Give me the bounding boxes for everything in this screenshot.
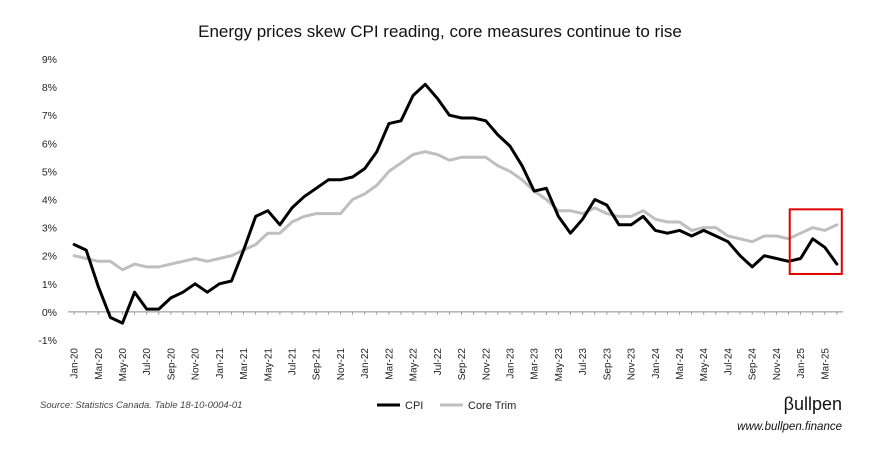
x-tick-label: Jan-23 xyxy=(505,348,516,379)
x-tick-label: Sep-20 xyxy=(166,348,177,381)
y-tick-label: 8% xyxy=(42,82,57,94)
x-tick-label: Mar-22 xyxy=(384,348,395,380)
x-tick-label: Mar-20 xyxy=(94,348,105,380)
x-tick-label: Sep-23 xyxy=(602,348,613,381)
x-tick-label: Mar-23 xyxy=(530,348,541,380)
brand-logo: βullpen xyxy=(784,394,842,414)
x-tick-label: May-21 xyxy=(263,348,274,382)
x-tick-label: Mar-25 xyxy=(820,348,831,380)
chart-title: Energy prices skew CPI reading, core mea… xyxy=(198,22,682,41)
x-axis: Jan-20 Mar-20 May-20 Jul-20 Sep-20 Nov-20 Jan-… xyxy=(68,311,843,382)
x-tick-label: May-24 xyxy=(699,348,710,382)
x-tick-label: May-23 xyxy=(554,348,565,382)
x-tick-label: Nov-21 xyxy=(336,348,347,381)
x-tick-label: Sep-21 xyxy=(312,348,323,381)
highlight-box xyxy=(788,208,843,275)
highlight-layer xyxy=(788,208,843,275)
y-tick-label: 2% xyxy=(42,251,57,263)
brand-url: www.bullpen.finance xyxy=(737,421,842,433)
y-tick-label: 6% xyxy=(42,138,57,150)
x-tick-label: Jan-21 xyxy=(215,348,226,379)
x-tick-label: Jan-24 xyxy=(651,348,662,379)
x-tick-label: Jul-23 xyxy=(578,348,589,376)
y-tick-label: 5% xyxy=(42,166,57,178)
y-tick-label: -1% xyxy=(38,335,57,347)
x-tick-label: Mar-21 xyxy=(239,348,250,380)
x-tick-label: Jan-25 xyxy=(796,348,807,379)
x-tick-label: Jul-20 xyxy=(142,348,153,376)
source-note: Source: Statistics Canada. Table 18-10-0… xyxy=(40,400,242,411)
x-tick-label: Jan-20 xyxy=(70,348,81,379)
x-tick-label: Nov-20 xyxy=(191,348,202,381)
y-tick-label: 0% xyxy=(42,307,57,319)
x-tick-label: Sep-24 xyxy=(748,348,759,381)
x-tick-label: Jul-21 xyxy=(288,348,299,376)
y-axis: -1% 0% 1% 2% 3% 4% 5% 6% 7% 8% 9% xyxy=(38,54,57,347)
x-tick-label: Nov-22 xyxy=(481,348,492,381)
legend: CPI Core Trim xyxy=(377,400,516,412)
x-tick-label: Jul-24 xyxy=(723,348,734,376)
x-tick-label: Nov-24 xyxy=(772,348,783,381)
x-tick-label: May-20 xyxy=(118,348,129,382)
y-tick-label: 9% xyxy=(42,54,57,66)
legend-label-cpi: CPI xyxy=(405,400,423,412)
x-tick-label: Mar-24 xyxy=(675,348,686,380)
y-tick-label: 3% xyxy=(42,223,57,235)
y-tick-label: 1% xyxy=(42,279,57,291)
x-tick-label: Sep-22 xyxy=(457,348,468,381)
y-tick-label: 4% xyxy=(42,195,57,207)
series-line-core-trim xyxy=(72,150,839,272)
series-line-cpi xyxy=(72,82,839,325)
y-tick-label: 7% xyxy=(42,110,57,122)
x-tick-label: Jul-22 xyxy=(433,348,444,376)
series-layer xyxy=(72,82,839,325)
x-tick-label: Nov-23 xyxy=(627,348,638,381)
legend-label-core-trim: Core Trim xyxy=(468,400,516,412)
x-tick-label: Jan-22 xyxy=(360,348,371,379)
x-tick-label: May-22 xyxy=(409,348,420,382)
